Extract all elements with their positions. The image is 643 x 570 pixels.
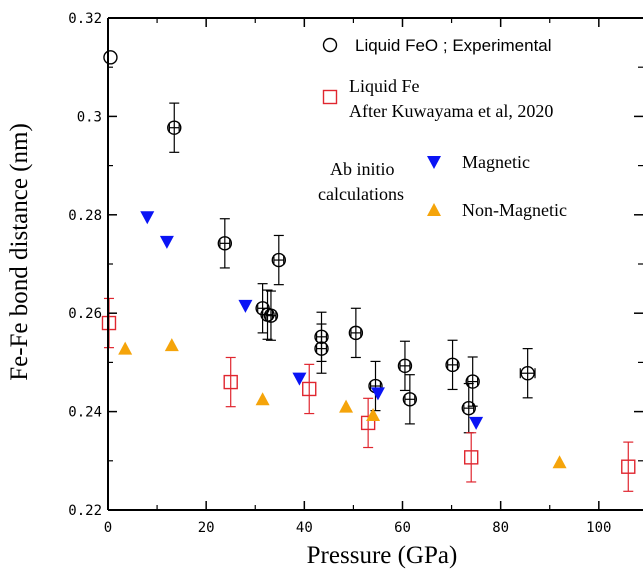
- y-tick-label: 0.28: [68, 208, 102, 224]
- data-point: [164, 338, 179, 352]
- data-point: [552, 455, 567, 469]
- data-point: [461, 400, 476, 416]
- x-tick-label: 100: [586, 520, 611, 536]
- data-point: [167, 120, 182, 135]
- data-point: [255, 392, 270, 406]
- data-point: [402, 392, 418, 407]
- legend: Liquid FeO ; Experimental Liquid Fe After …: [318, 36, 567, 220]
- data-point: [263, 308, 279, 323]
- y-tick-label: 0.24: [68, 405, 102, 421]
- data-point: [397, 358, 413, 374]
- y-tick-label: 0.22: [68, 503, 102, 519]
- data-point: [217, 236, 233, 251]
- data-point: [103, 50, 118, 65]
- y-tick-label: 0.32: [68, 11, 102, 27]
- data-point: [118, 341, 133, 355]
- x-tick-label: 20: [198, 520, 215, 536]
- y-tick-label: 0.26: [68, 306, 102, 322]
- legend-label-fe-line1: Liquid Fe: [349, 76, 420, 96]
- data-point: [464, 450, 479, 465]
- data-point: [621, 459, 636, 474]
- legend-label-fe-line2: After Kuwayama et al, 2020: [349, 101, 553, 121]
- data-point: [360, 415, 376, 431]
- data-point: [314, 341, 329, 356]
- series-1: [101, 297, 636, 492]
- data-point: [292, 372, 307, 386]
- data-point: [302, 381, 317, 397]
- legend-marker-fe: [322, 89, 338, 105]
- legend-marker-magnetic: [427, 156, 441, 169]
- data-point: [520, 366, 535, 381]
- series-3: [118, 338, 567, 469]
- data-point: [445, 357, 460, 373]
- y-tick-label: 0.3: [77, 109, 102, 125]
- axis-layer: 0 20 40 60 80 100 0.22 0.24 0.26 0.28 0.3 0.32: [68, 11, 643, 536]
- legend-marker-nonmagnetic: [427, 203, 441, 216]
- x-axis-title: Pressure (GPa): [307, 542, 458, 569]
- data-point: [366, 408, 381, 422]
- data-point: [159, 235, 174, 249]
- data-point: [140, 211, 155, 225]
- y-axis-title: Fe-Fe bond distance (nm): [6, 123, 33, 381]
- legend-label-magnetic: Magnetic: [462, 152, 530, 172]
- legend-marker-feo: [322, 37, 338, 53]
- x-tick-label: 0: [104, 520, 112, 536]
- x-tick-label: 40: [296, 520, 313, 536]
- data-point: [223, 374, 238, 390]
- data-point: [339, 399, 354, 413]
- legend-group-label-line1: Ab initio: [330, 159, 395, 179]
- legend-label-nonmagnetic: Non-Magnetic: [462, 200, 567, 220]
- data-point: [370, 387, 385, 401]
- data-point: [271, 252, 287, 268]
- x-tick-label: 80: [492, 520, 509, 536]
- legend-label-feo: Liquid FeO ; Experimental: [355, 36, 552, 55]
- x-tick-label: 60: [394, 520, 411, 536]
- legend-group-label-line2: calculations: [318, 184, 404, 204]
- data-point: [469, 416, 484, 430]
- data-point: [348, 325, 364, 341]
- data-point: [465, 374, 480, 389]
- series-2: [140, 211, 484, 430]
- data-point: [238, 299, 253, 313]
